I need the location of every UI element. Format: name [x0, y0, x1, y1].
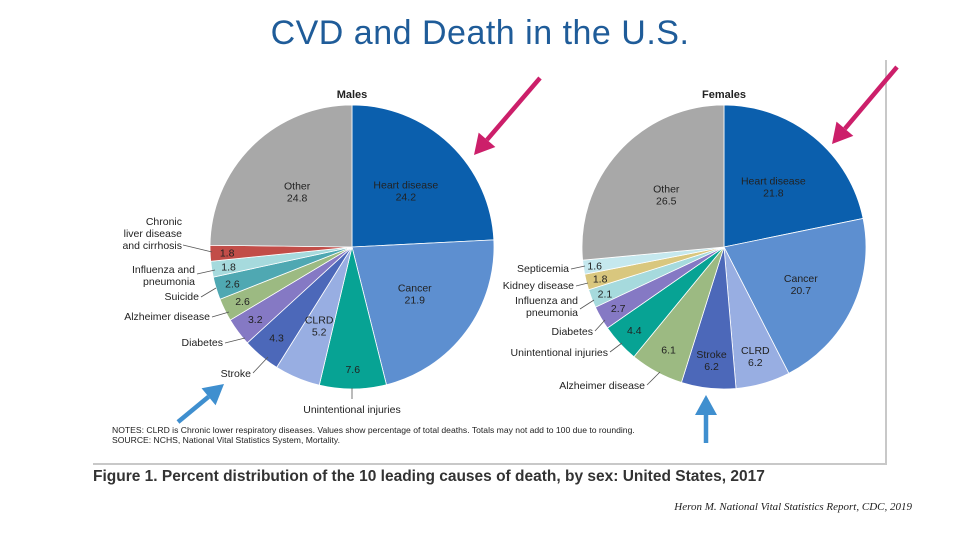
slice-value-alzheimer-disease: 6.1	[661, 344, 676, 356]
arrow-females-stroke	[695, 395, 717, 443]
citation: Heron M. National Vital Statistics Repor…	[674, 501, 912, 513]
leader-line-kidney-disease	[575, 282, 589, 287]
slice-value-kidney-disease: 1.8	[593, 274, 608, 286]
slice-label-heart-disease: Heart disease 21.8	[741, 175, 806, 199]
arrow-females-heart-disease	[832, 65, 899, 144]
pie-title-males: Males	[337, 89, 368, 101]
slice-value-influenza-and-pneumonia: 1.8	[221, 262, 236, 274]
females-labels: Females Heart disease 21.8 Cancer 20.7 CLRD 6.…	[503, 89, 818, 392]
slice-value-diabetes: 3.2	[248, 314, 263, 326]
slice-value-influenza-and-pneumonia: 2.1	[598, 288, 613, 300]
category-label-suicide: Suicide	[165, 291, 200, 303]
slice-label-cancer: Cancer 20.7	[784, 273, 818, 297]
slice-value-septicemia: 1.6	[587, 261, 602, 273]
pie-title-females: Females	[702, 89, 746, 101]
slice-label-other: Other 24.8	[284, 180, 311, 204]
leader-line-influenza-and-pneumonia	[579, 299, 595, 310]
males-pie	[209, 104, 495, 390]
figure-notes: NOTES: CLRD is Chronic lower respiratory…	[112, 425, 792, 445]
category-label-kidney-disease: Kidney disease	[503, 280, 574, 292]
slice-label-other: Other 26.5	[653, 183, 680, 207]
category-label-septicemia: Septicemia	[517, 263, 569, 275]
notes-line-1: NOTES: CLRD is Chronic lower respiratory…	[112, 425, 635, 435]
notes-line-2: SOURCE: NCHS, National Vital Statistics …	[112, 435, 340, 445]
leader-line-alzheimer-disease	[646, 371, 661, 386]
category-label-unintentional-injuries: Unintentional injuries	[511, 347, 608, 359]
figure-caption: Figure 1. Percent distribution of the 10…	[93, 468, 765, 485]
category-label-influenza-and-pneumonia: Influenza and pneumonia	[132, 264, 195, 288]
slice-other	[209, 104, 353, 248]
category-label-diabetes: Diabetes	[552, 326, 593, 338]
leader-line-suicide	[200, 287, 217, 298]
leader-line-influenza-and-pneumonia	[196, 269, 216, 275]
slice-value-unintentional-injuries: 4.4	[627, 325, 642, 337]
category-label-influenza-and-pneumonia: Influenza and pneumonia	[515, 295, 578, 319]
slide-title: CVD and Death in the U.S.	[270, 14, 690, 52]
slice-value-diabetes: 2.7	[611, 303, 626, 315]
leader-line-alzheimer-disease	[211, 311, 230, 318]
leader-line-diabetes	[594, 319, 606, 332]
slice-cancer	[723, 217, 867, 374]
slice-other	[581, 104, 725, 261]
slice-value-alzheimer-disease: 2.6	[235, 296, 250, 308]
leader-line-stroke	[252, 356, 269, 374]
slice-label-clrd: CLRD 6.2	[741, 345, 770, 369]
slice-value-stroke: 4.3	[269, 333, 284, 345]
leader-line-septicemia	[570, 265, 586, 270]
leader-line-chronic-liver-disease-and-cirrhosis	[182, 244, 213, 253]
slice-label-stroke: Stroke 6.2	[696, 349, 727, 373]
arrow-males-stroke	[176, 384, 224, 424]
category-label-alzheimer-disease: Alzheimer disease	[124, 311, 210, 323]
leader-line-diabetes	[224, 337, 246, 344]
category-label-stroke: Stroke	[221, 368, 252, 380]
slice-label-cancer: Cancer 21.9	[398, 282, 432, 306]
annotation-arrows	[176, 65, 899, 443]
females-pie	[581, 104, 867, 390]
males-labels: Males Heart disease 24.2 Cancer 21.9 7.6 Unint…	[122, 89, 438, 416]
slice-value-unintentional-injuries: 7.6	[345, 364, 360, 376]
slice-cancer	[351, 239, 495, 386]
slice-heart-disease	[351, 104, 495, 248]
leader-line-unintentional-injuries	[609, 342, 623, 353]
slice-label-clrd: CLRD 5.2	[305, 315, 334, 339]
category-label-unintentional-injuries: Unintentional injuries	[303, 404, 400, 416]
slice-heart-disease	[723, 104, 864, 248]
category-label-alzheimer-disease: Alzheimer disease	[559, 380, 645, 392]
slice-value-chronic-liver-disease-and-cirrhosis: 1.8	[220, 247, 235, 259]
category-label-diabetes: Diabetes	[182, 337, 223, 349]
figure-frame	[93, 60, 887, 465]
slice-label-heart-disease: Heart disease 24.2	[373, 179, 438, 203]
slice-value-suicide: 2.6	[225, 278, 240, 290]
category-label-chronic-liver-disease-and-cirrhosis: Chronic liver disease and cirrhosis	[122, 216, 182, 252]
arrow-males-heart-disease	[474, 76, 542, 155]
